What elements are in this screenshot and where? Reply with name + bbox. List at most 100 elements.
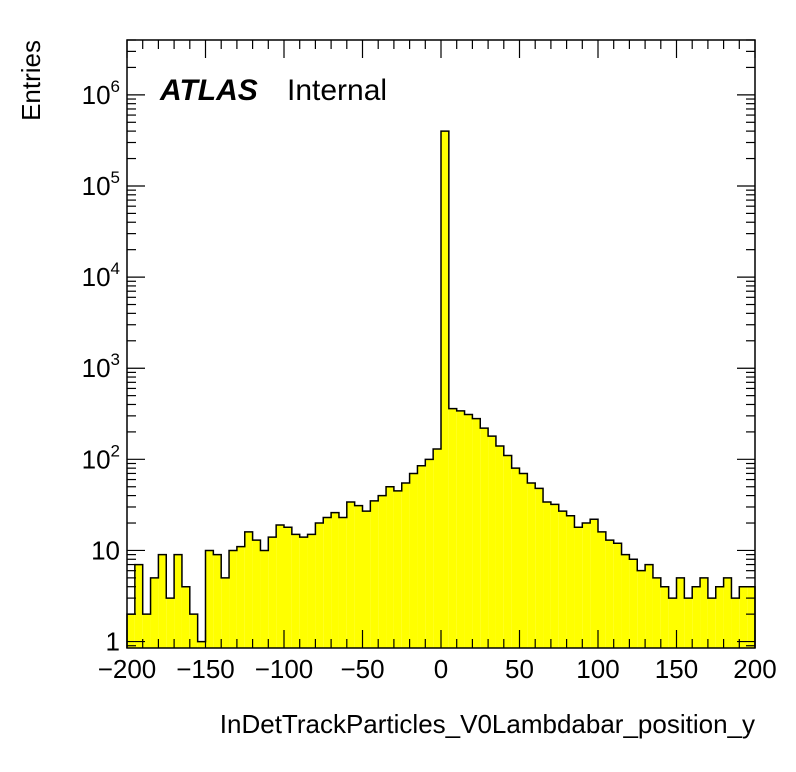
histogram-bin	[668, 598, 677, 648]
histogram-bin	[739, 586, 748, 648]
x-axis-tick-labels: −200 −150 −100 −50 0 50 100 150 200	[98, 654, 777, 684]
x-tick-label: 50	[505, 654, 534, 684]
histogram-bin	[307, 534, 316, 648]
histogram-bin	[652, 577, 661, 648]
y-tick-label: 102	[82, 441, 120, 474]
histogram-bin	[621, 554, 630, 648]
y-axis-tick-labels: 1 10 102 103 104 105 106	[82, 77, 120, 657]
atlas-label: ATLAS Internal	[159, 74, 387, 107]
y-tick-label: 104	[82, 259, 120, 292]
y-tick-label: 105	[82, 168, 120, 201]
histogram-bin	[488, 436, 496, 648]
histogram-bin	[229, 550, 237, 648]
histogram-bin	[181, 586, 190, 648]
x-axis-title: InDetTrackParticles_V0Lambdabar_position…	[220, 709, 755, 739]
histogram-bin	[613, 543, 622, 648]
histogram-bin	[456, 410, 465, 648]
histogram-bin	[605, 540, 614, 648]
histogram-bin	[323, 517, 332, 648]
histogram-bin	[236, 546, 245, 648]
histogram-bin	[346, 502, 355, 648]
atlas-label-text: ATLAS	[159, 74, 258, 107]
histogram-bin	[150, 577, 159, 648]
histogram-bin	[338, 517, 347, 648]
histogram-bin	[291, 534, 300, 648]
histogram-bin	[700, 577, 708, 648]
histogram-bin	[574, 527, 583, 648]
histogram-bin	[166, 598, 175, 648]
histogram-bin	[276, 525, 284, 648]
histogram-bin	[127, 614, 135, 648]
histogram-bin	[637, 570, 646, 648]
histogram-bin	[370, 500, 379, 648]
histogram-bin	[268, 537, 277, 648]
histogram-bin	[566, 515, 575, 648]
histogram-bin	[260, 550, 269, 648]
histogram-bin	[464, 414, 473, 648]
histogram-bin	[425, 459, 434, 648]
x-tick-label: 200	[733, 654, 776, 684]
x-tick-label: 100	[576, 654, 619, 684]
histogram-bin	[331, 512, 339, 648]
histogram-bin	[299, 537, 308, 648]
histogram-bin	[142, 614, 151, 648]
histogram-bin	[189, 614, 198, 648]
histogram-bin	[511, 468, 520, 648]
histogram-bin	[747, 586, 755, 648]
y-tick-label: 1	[106, 627, 120, 657]
x-tick-label: −200	[98, 654, 157, 684]
histogram-bin	[715, 586, 724, 648]
histogram-bin	[409, 473, 418, 648]
x-axis-ticks	[126, 40, 756, 648]
x-tick-label: −150	[176, 654, 235, 684]
y-axis-ticks	[127, 39, 755, 647]
histogram-bin	[692, 586, 701, 648]
y-tick-label: 10	[91, 535, 120, 565]
y-axis-title: Entries	[16, 40, 46, 121]
histogram-bin	[590, 519, 598, 648]
histogram-bin	[645, 564, 653, 648]
histogram-bin	[174, 554, 182, 648]
histogram-bin	[582, 523, 591, 648]
histogram-bin	[723, 577, 732, 648]
histogram-bin	[197, 641, 206, 648]
histogram-bin	[252, 540, 261, 648]
histogram-bin	[731, 598, 740, 648]
histogram-bin	[472, 418, 481, 648]
histogram-bin	[158, 554, 167, 648]
histogram-bin	[519, 473, 528, 648]
x-tick-label: −50	[340, 654, 384, 684]
histogram-bin	[354, 505, 363, 648]
histogram-bars	[127, 131, 755, 648]
histogram-bin	[213, 554, 222, 648]
histogram-bin	[362, 511, 371, 648]
histogram-bin	[393, 490, 402, 648]
atlas-status-text: Internal	[287, 74, 387, 107]
histogram-bin	[284, 527, 292, 648]
histogram-bin	[433, 448, 441, 648]
histogram-bin	[401, 482, 410, 648]
histogram-bin	[244, 531, 253, 648]
histogram-bin	[684, 598, 693, 648]
histogram-bin	[676, 577, 685, 648]
histogram-bin	[543, 502, 551, 648]
histogram-bin	[535, 488, 544, 648]
histogram-bin	[495, 446, 504, 648]
histogram-bin	[503, 455, 512, 648]
histogram-bin	[550, 504, 559, 648]
histogram-bin	[448, 408, 457, 648]
histogram-bin	[205, 550, 214, 648]
histogram-bin	[221, 577, 230, 648]
y-tick-label: 103	[82, 350, 120, 383]
histogram-bin	[598, 531, 606, 648]
x-tick-label: 0	[434, 654, 448, 684]
histogram-bin	[527, 482, 536, 648]
x-tick-label: 150	[655, 654, 698, 684]
histogram-bin	[386, 486, 394, 648]
histogram-bin	[315, 523, 324, 648]
histogram-bin	[707, 598, 716, 648]
histogram-bin	[441, 131, 449, 648]
histogram-outline	[126, 130, 756, 648]
histogram-bin	[480, 428, 489, 648]
